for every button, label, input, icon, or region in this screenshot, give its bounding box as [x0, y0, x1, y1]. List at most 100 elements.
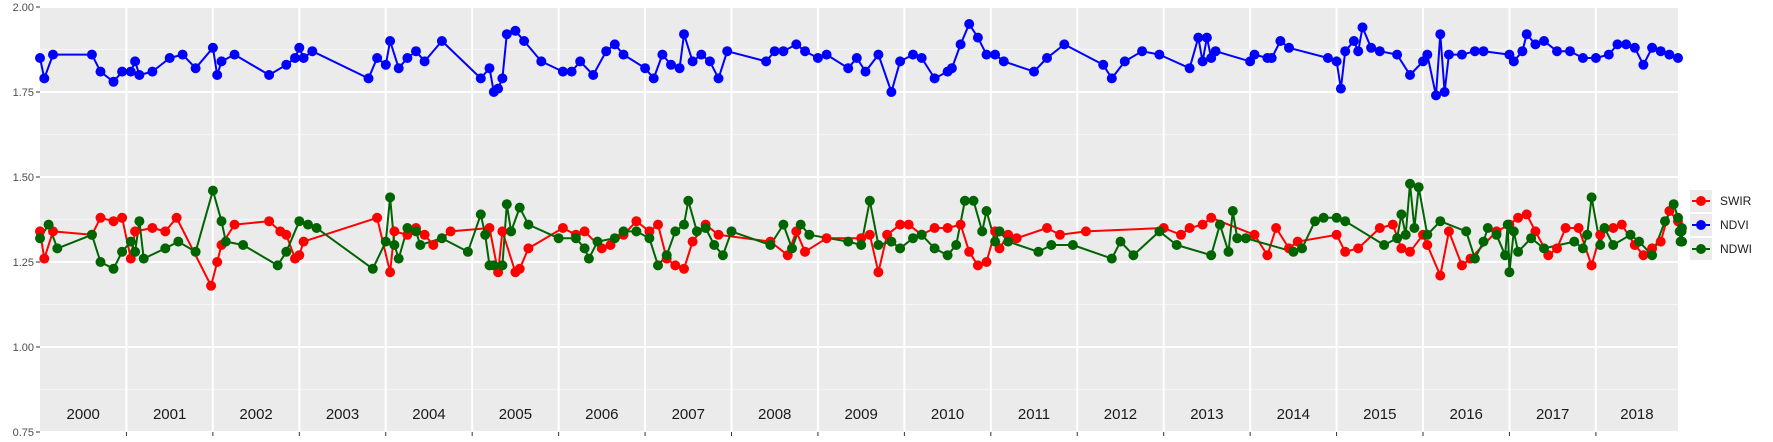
- ndwi-data-point: [683, 195, 694, 206]
- ndwi-data-point: [462, 246, 473, 257]
- ndvi-data-point: [519, 36, 530, 46]
- ndwi-data-point: [294, 216, 305, 227]
- ndvi-data-point: [1340, 46, 1351, 57]
- ndwi-data-point: [592, 236, 603, 247]
- ndwi-data-point: [908, 233, 918, 244]
- ndwi-data-point: [1625, 229, 1636, 240]
- ndvi-data-point: [1539, 36, 1549, 46]
- legend-item-swir: SWIR: [1690, 190, 1752, 212]
- ndvi-data-point: [998, 56, 1009, 67]
- legend-label: NDVI: [1720, 218, 1749, 232]
- ndwi-data-point: [553, 233, 564, 244]
- ndwi-data-point: [644, 233, 655, 244]
- ndvi-data-point: [1392, 49, 1403, 60]
- ndvi-data-point: [588, 70, 599, 80]
- ndvi-data-point: [212, 70, 223, 80]
- ndwi-data-point: [220, 236, 231, 247]
- swir-data-point: [372, 212, 383, 223]
- ndwi-data-point: [1214, 219, 1225, 230]
- ndwi-data-point: [1461, 226, 1472, 237]
- ndvi-data-point: [147, 66, 158, 77]
- ndwi-data-point: [497, 260, 508, 271]
- ndvi-data-point: [1508, 56, 1519, 67]
- ndvi-data-point: [1478, 46, 1489, 57]
- ndvi-data-point: [946, 63, 957, 74]
- ndwi-data-point: [1297, 243, 1307, 254]
- ndvi-data-point: [281, 59, 292, 70]
- swir-data-point: [523, 243, 534, 254]
- ndvi-data-point: [1590, 53, 1601, 63]
- ndvi-data-point: [1655, 46, 1666, 57]
- ndvi-data-point: [1521, 29, 1532, 40]
- ndwi-data-point: [514, 202, 525, 213]
- ndwi-data-point: [618, 226, 629, 237]
- ndvi-data-point: [640, 63, 651, 74]
- ndwi-data-point: [216, 216, 227, 227]
- ndwi-data-point: [1379, 240, 1390, 250]
- ndvi-data-point: [1184, 63, 1195, 74]
- year-label: 2002: [239, 406, 272, 423]
- series-points: [35, 19, 1688, 291]
- ndwi-data-point: [1676, 223, 1687, 233]
- ndvi-data-point: [411, 46, 421, 57]
- ndvi-data-point: [1249, 49, 1260, 60]
- swir-data-point: [445, 226, 456, 237]
- ndwi-data-point: [981, 206, 992, 216]
- ndwi-data-point: [1288, 246, 1299, 257]
- ndwi-data-point: [311, 223, 322, 233]
- ndvi-data-point: [1335, 83, 1346, 94]
- ndvi-data-point: [264, 70, 275, 80]
- ndvi-data-point: [164, 53, 175, 63]
- ndvi-data-point: [1106, 73, 1117, 84]
- swir-data-point: [1435, 270, 1446, 281]
- ndwi-data-point: [272, 260, 283, 271]
- ndwi-data-point: [886, 236, 897, 247]
- ndwi-data-point: [968, 195, 979, 206]
- ndwi-data-point: [1500, 250, 1511, 261]
- legend-key-point: [1696, 220, 1706, 230]
- ndwi-data-point: [411, 226, 421, 237]
- swir-data-point: [1638, 250, 1649, 261]
- ndwi-data-point: [1634, 236, 1645, 247]
- ndwi-data-point: [86, 229, 97, 240]
- swir-data-point: [497, 226, 508, 237]
- ndvi-data-point: [843, 63, 854, 74]
- year-label: 2013: [1190, 406, 1223, 423]
- ndvi-data-point: [575, 56, 586, 67]
- ndwi-data-point: [95, 257, 106, 267]
- ndvi-data-point: [385, 36, 396, 46]
- ndwi-data-point: [1673, 212, 1683, 223]
- swir-data-point: [1249, 229, 1260, 240]
- ndwi-data-point: [1400, 229, 1411, 240]
- y-tick-label: 1.50: [13, 172, 34, 184]
- year-label: 2018: [1620, 406, 1653, 423]
- swir-data-point: [385, 267, 396, 278]
- ndwi-data-point: [303, 219, 313, 230]
- ndvi-data-point: [1405, 70, 1415, 80]
- swir-data-point: [972, 260, 983, 271]
- ndwi-data-point: [661, 250, 672, 261]
- ndvi-data-point: [48, 49, 58, 60]
- ndvi-data-point: [393, 63, 404, 74]
- ndwi-data-point: [523, 219, 534, 230]
- ndvi-data-point: [990, 49, 1001, 60]
- ndwi-data-point: [125, 236, 136, 247]
- ndvi-data-point: [860, 66, 871, 77]
- ndwi-data-point: [1106, 253, 1117, 264]
- ndwi-data-point: [1478, 236, 1489, 247]
- ndwi-data-point: [1582, 229, 1593, 240]
- swir-data-point: [95, 212, 106, 223]
- year-label: 2001: [153, 406, 186, 423]
- ndvi-data-point: [536, 56, 547, 67]
- ndvi-data-point: [86, 49, 97, 60]
- swir-data-point: [800, 246, 810, 257]
- year-label: 2007: [672, 406, 705, 423]
- year-label: 2016: [1450, 406, 1483, 423]
- ndwi-data-point: [804, 229, 815, 240]
- ndvi-data-point: [972, 32, 983, 43]
- ndvi-data-point: [657, 49, 668, 60]
- ndvi-data-point: [475, 73, 486, 84]
- ndwi-data-point: [1409, 223, 1420, 233]
- ndvi-data-point: [791, 39, 802, 50]
- swir-data-point: [298, 236, 309, 247]
